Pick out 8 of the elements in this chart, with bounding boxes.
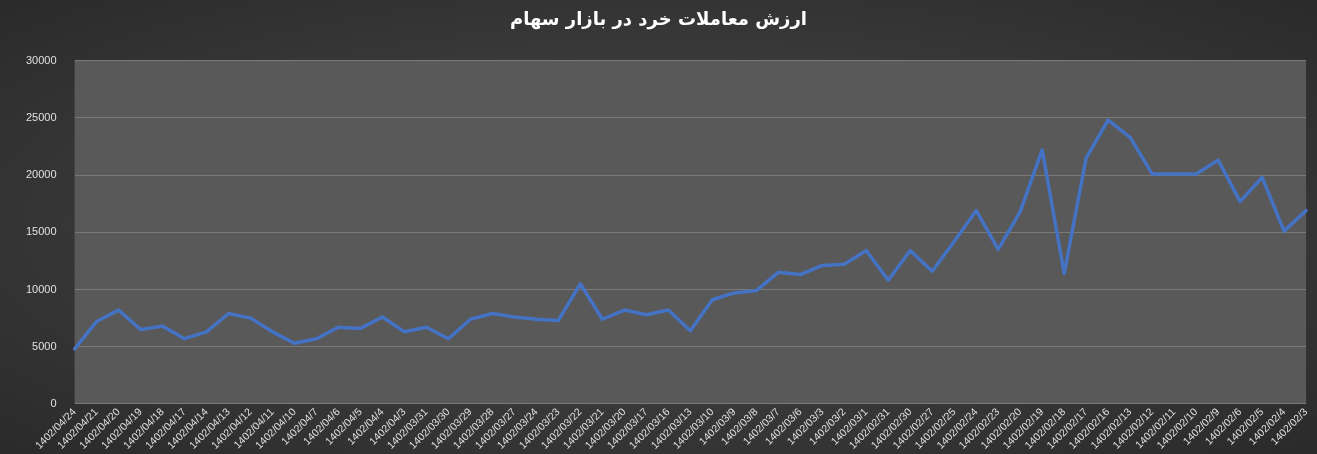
y-tick-label: 5000 xyxy=(32,339,57,352)
y-tick-label: 15000 xyxy=(25,225,57,238)
y-tick-label: 25000 xyxy=(25,110,57,123)
y-tick-label: 30000 xyxy=(25,53,57,66)
y-tick-label: 20000 xyxy=(25,168,57,181)
y-tick-label: 0 xyxy=(50,396,57,409)
chart-title: ارزش معاملات خرد در بازار سهام xyxy=(509,8,808,29)
y-tick-label: 10000 xyxy=(25,282,57,295)
